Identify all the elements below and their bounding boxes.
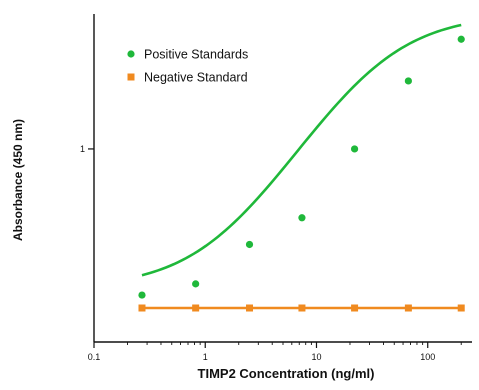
- data-point: [457, 304, 465, 312]
- legend-label: Negative Standard: [144, 71, 248, 85]
- data-point: [298, 304, 306, 312]
- data-point: [298, 214, 306, 222]
- x-tick-label: 10: [311, 352, 321, 362]
- data-point: [192, 304, 200, 312]
- data-point: [350, 145, 359, 153]
- series-positive-standards: [138, 23, 465, 299]
- fit-curve: [141, 23, 462, 277]
- data-point: [192, 280, 200, 288]
- series-negative-standard: [138, 304, 465, 312]
- legend: Positive Standards Negative Standard: [127, 48, 248, 85]
- legend-label: Positive Standards: [144, 48, 248, 62]
- axes: [93, 14, 472, 343]
- data-point: [404, 304, 412, 312]
- x-tick-label: 1: [203, 352, 208, 362]
- x-tick-label: 0.1: [88, 352, 101, 362]
- x-axis-label: TIMP2 Concentration (ng/ml): [198, 366, 375, 381]
- data-point: [138, 291, 146, 299]
- y-axis-label: Absorbance (450 nm): [11, 119, 25, 241]
- data-point: [457, 35, 465, 43]
- data-point: [245, 240, 254, 249]
- data-point: [138, 304, 146, 312]
- series: [138, 23, 465, 312]
- legend-marker: [127, 50, 135, 58]
- ticks: 0.1 1 10 100 1: [80, 144, 462, 362]
- data-point: [351, 304, 359, 312]
- data-point: [404, 77, 412, 85]
- data-point: [246, 304, 254, 312]
- x-tick-label: 100: [420, 352, 435, 362]
- legend-marker: [127, 73, 135, 81]
- y-tick-label: 1: [80, 144, 85, 154]
